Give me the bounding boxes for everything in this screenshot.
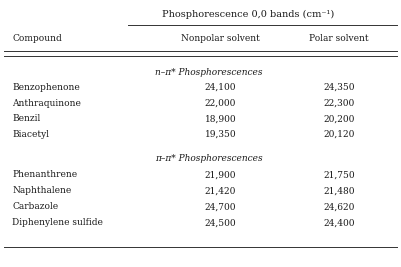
Text: Naphthalene: Naphthalene xyxy=(12,186,71,195)
Text: Biacetyl: Biacetyl xyxy=(12,130,49,139)
Text: 20,120: 20,120 xyxy=(323,130,354,139)
Text: Phosphorescence 0,0 bands (cm⁻¹): Phosphorescence 0,0 bands (cm⁻¹) xyxy=(162,10,335,19)
Text: 24,620: 24,620 xyxy=(323,202,354,211)
Text: Polar solvent: Polar solvent xyxy=(309,34,369,43)
Text: 21,420: 21,420 xyxy=(205,186,236,195)
Text: Anthraquinone: Anthraquinone xyxy=(12,99,81,108)
Text: 22,000: 22,000 xyxy=(205,99,236,108)
Text: 24,400: 24,400 xyxy=(323,218,354,227)
Text: Benzophenone: Benzophenone xyxy=(12,83,80,92)
Text: 24,100: 24,100 xyxy=(205,83,236,92)
Text: Diphenylene sulfide: Diphenylene sulfide xyxy=(12,218,103,227)
Text: Carbazole: Carbazole xyxy=(12,202,58,211)
Text: 20,200: 20,200 xyxy=(323,114,354,123)
Text: 24,700: 24,700 xyxy=(205,202,236,211)
Text: 19,350: 19,350 xyxy=(205,130,236,139)
Text: Nonpolar solvent: Nonpolar solvent xyxy=(181,34,260,43)
Text: π–π* Phosphorescences: π–π* Phosphorescences xyxy=(155,154,262,163)
Text: 24,350: 24,350 xyxy=(323,83,354,92)
Text: 18,900: 18,900 xyxy=(205,114,236,123)
Text: n–π* Phosphorescences: n–π* Phosphorescences xyxy=(155,68,262,77)
Text: 22,300: 22,300 xyxy=(323,99,354,108)
Text: 21,480: 21,480 xyxy=(323,186,354,195)
Text: Benzil: Benzil xyxy=(12,114,40,123)
Text: 21,750: 21,750 xyxy=(323,170,354,179)
Text: 21,900: 21,900 xyxy=(205,170,236,179)
Text: Compound: Compound xyxy=(12,34,62,43)
Text: Phenanthrene: Phenanthrene xyxy=(12,170,77,179)
Text: 24,500: 24,500 xyxy=(205,218,236,227)
